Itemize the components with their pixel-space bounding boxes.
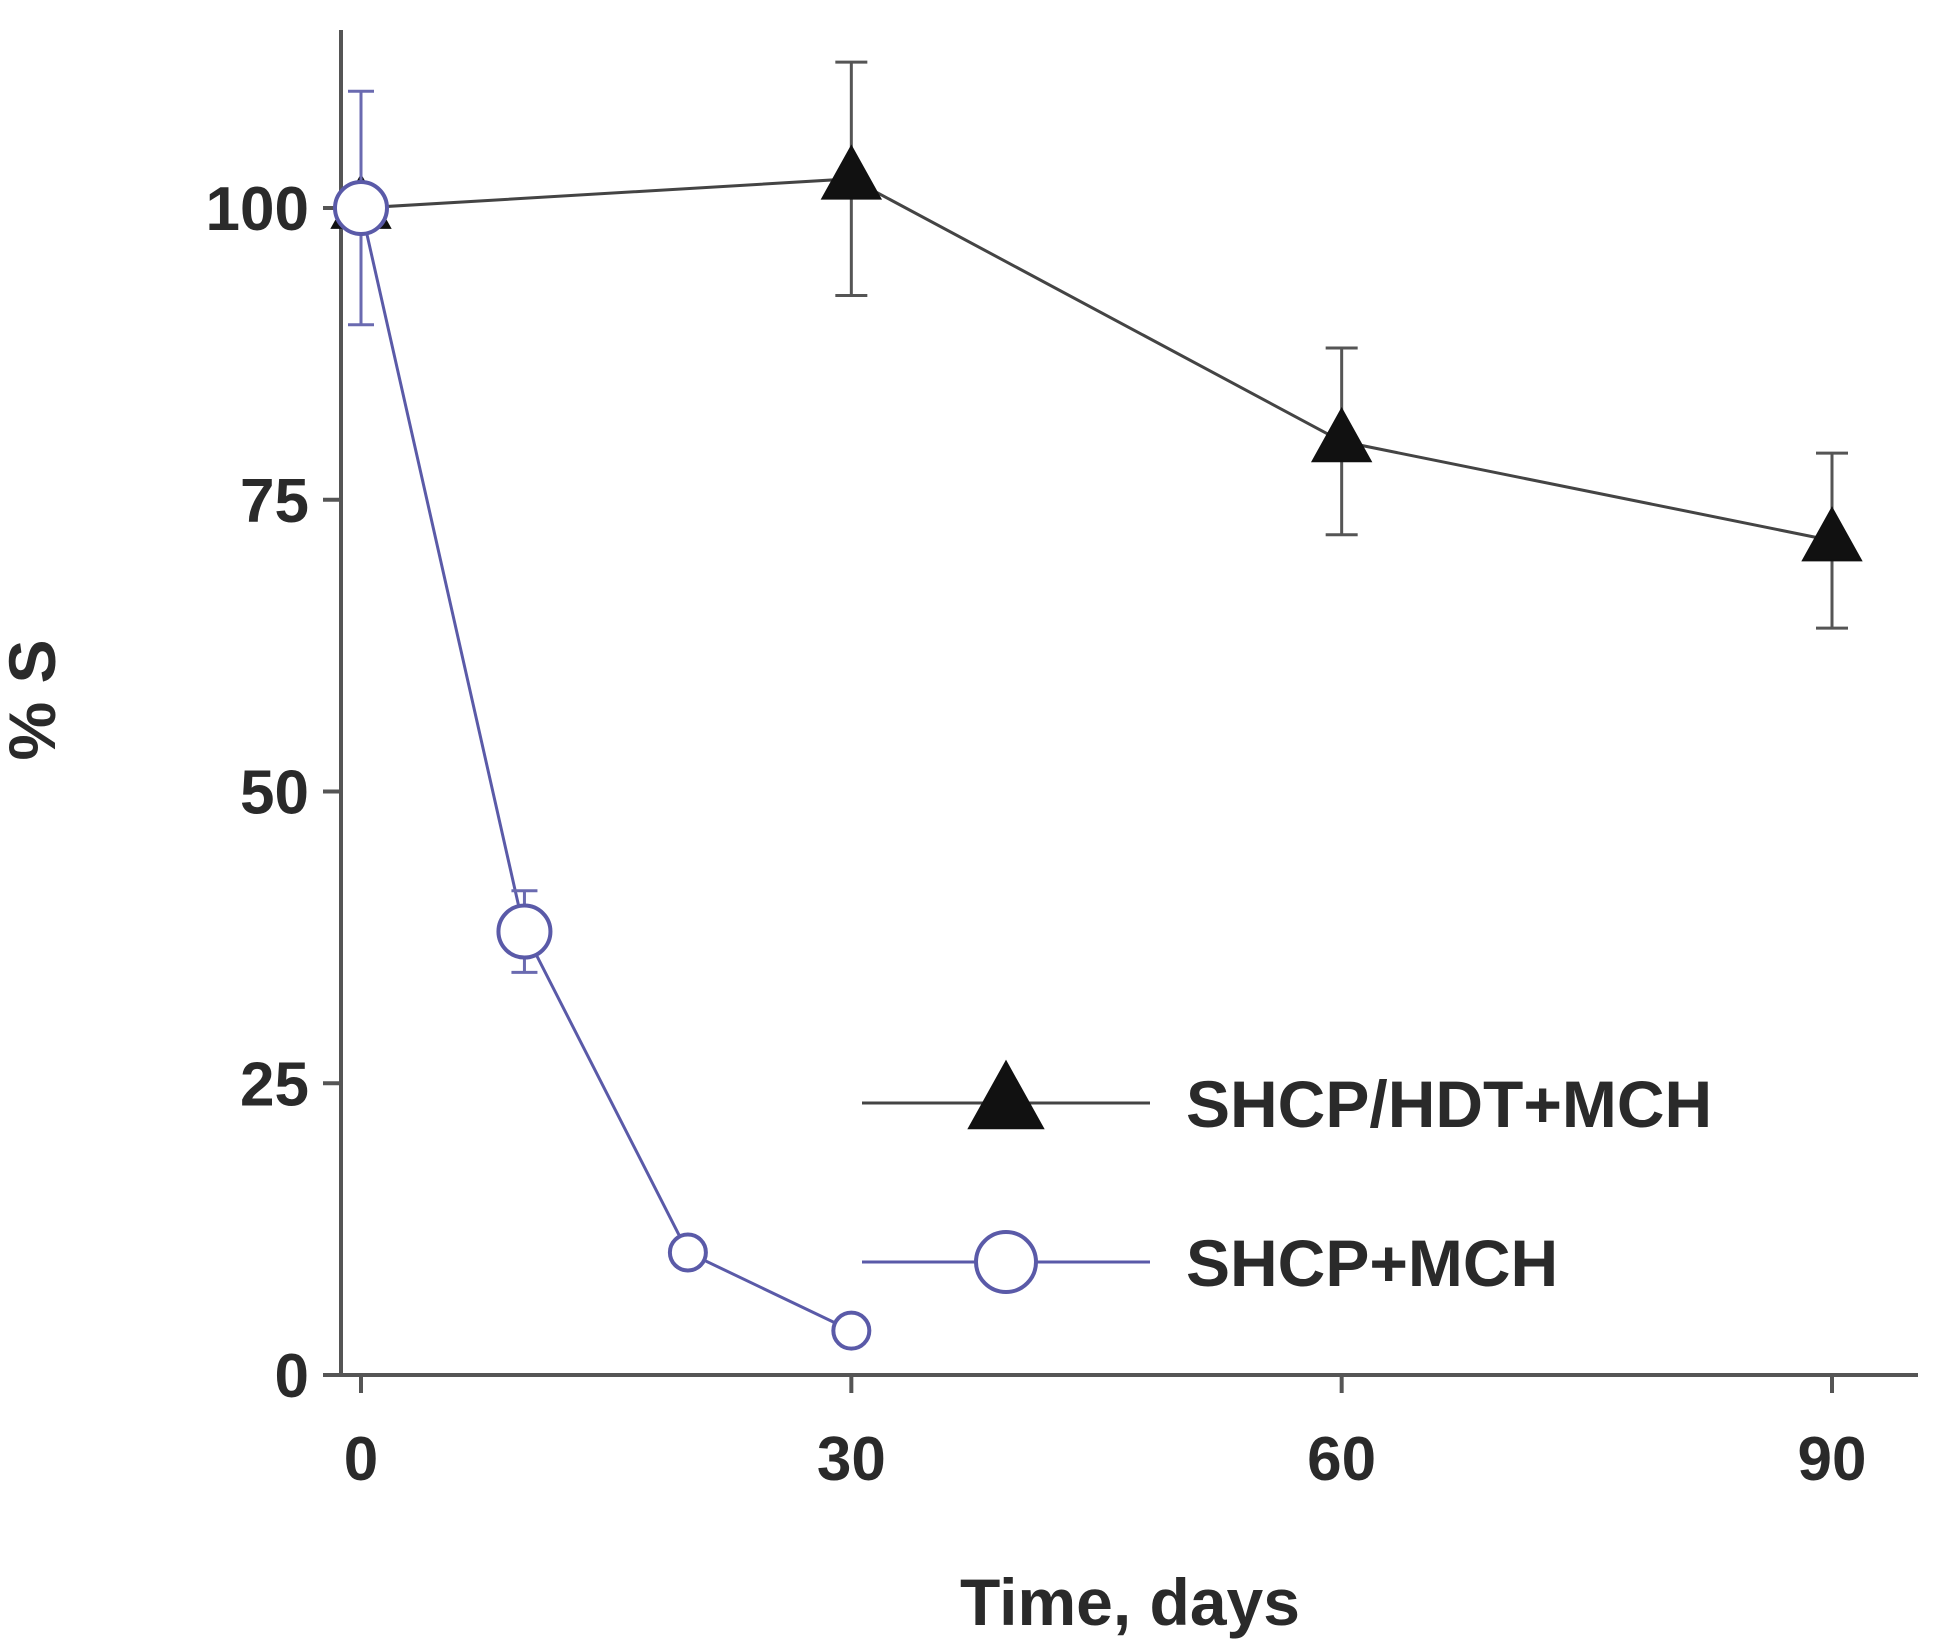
series-layer: [330, 60, 1863, 1351]
legend-item-2: SHCP+MCH: [862, 1226, 1558, 1300]
y-tick-label: 0: [275, 1342, 309, 1411]
x-axis-title: Time, days: [960, 1565, 1300, 1639]
data-point: [831, 1310, 872, 1351]
data-point: [496, 903, 553, 960]
series-line: [359, 207, 852, 1333]
data-point: [333, 180, 389, 236]
x-tick-label: 60: [1307, 1425, 1376, 1494]
axes: 0 25 50 75 100 0 30 60 90: [206, 30, 1918, 1494]
x-tick-label: 90: [1798, 1425, 1867, 1494]
legend-label: SHCP+MCH: [1186, 1226, 1558, 1300]
series-1: [330, 60, 1863, 630]
legend-label: SHCP/HDT+MCH: [1186, 1067, 1712, 1141]
legend-marker: [967, 1059, 1045, 1130]
legend: SHCP/HDT+MCH SHCP+MCH: [862, 1059, 1712, 1300]
data-point: [1801, 506, 1863, 562]
y-tick-label: 100: [206, 175, 309, 244]
y-tick-label: 25: [240, 1050, 309, 1119]
data-point: [820, 144, 883, 200]
series-2: [333, 89, 872, 1351]
legend-marker: [974, 1230, 1038, 1294]
x-tick-label: 30: [817, 1425, 886, 1494]
y-axis-title: % S: [0, 639, 69, 760]
data-point: [1310, 406, 1373, 463]
x-tick-label: 0: [344, 1425, 378, 1494]
y-tick-label: 75: [240, 467, 309, 536]
data-point: [667, 1232, 708, 1273]
y-tick-label: 50: [240, 759, 309, 828]
legend-item-1: SHCP/HDT+MCH: [862, 1059, 1712, 1141]
series-line: [360, 177, 1833, 543]
